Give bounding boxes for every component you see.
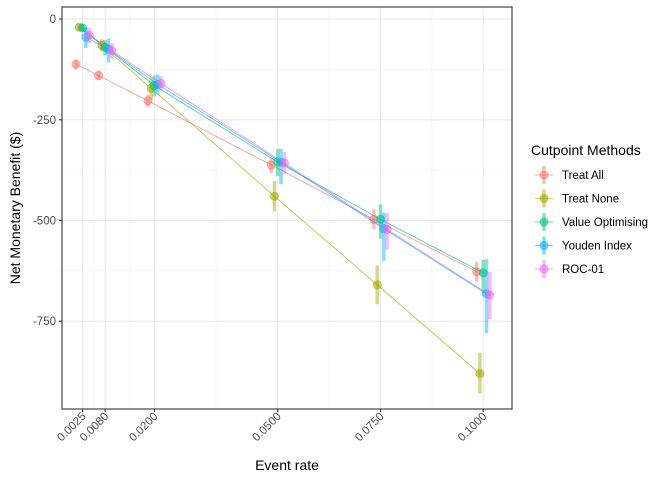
data-point	[78, 23, 88, 33]
legend-label: ROC-01	[562, 264, 604, 276]
data-point	[71, 59, 81, 69]
y-axis: 0 -250 -500 -750	[33, 14, 62, 328]
y-axis-title: Net Monetary Benefit ($)	[7, 132, 23, 285]
data-point	[372, 280, 382, 290]
legend-label: Value Optimising	[562, 217, 648, 229]
x-tick-label: 0.0500	[251, 411, 284, 444]
data-point	[478, 268, 488, 278]
data-point	[94, 70, 104, 80]
series-line	[82, 27, 484, 274]
data-point	[156, 79, 166, 89]
plot-panel	[62, 7, 512, 409]
legend: Cutpoint Methods Treat All Treat None Valu…	[531, 142, 648, 278]
legend-label: Treat None	[562, 194, 619, 206]
series-layer	[71, 22, 495, 394]
data-point	[84, 30, 94, 40]
y-tick-label: -250	[33, 115, 56, 127]
series-line	[88, 34, 491, 296]
data-point	[375, 214, 385, 224]
data-point	[279, 158, 289, 168]
data-point	[107, 46, 117, 56]
y-tick-label: 0	[50, 14, 56, 26]
data-point	[382, 224, 392, 234]
legend-key-point	[539, 264, 549, 274]
series-roc-01	[84, 27, 495, 320]
y-tick-label: -750	[33, 316, 56, 328]
legend-label: Treat All	[562, 170, 604, 182]
legend-item: ROC-01	[535, 260, 604, 278]
data-point	[485, 290, 495, 300]
plot-border	[61, 6, 513, 410]
legend-item: Treat All	[535, 166, 604, 184]
x-axis-title: Event rate	[255, 457, 319, 473]
data-point	[475, 369, 485, 379]
legend-key-point	[539, 170, 549, 180]
y-tick-label: -500	[33, 215, 56, 227]
legend-key-point	[539, 217, 549, 227]
legend-label: Youden Index	[562, 241, 632, 253]
series-line	[79, 26, 481, 374]
x-tick-label: 0.0200	[127, 411, 160, 444]
x-tick-label: 0.0750	[353, 411, 386, 444]
legend-item: Value Optimising	[535, 213, 648, 231]
x-tick-label: 0.1000	[456, 411, 489, 444]
data-point	[143, 96, 153, 106]
legend-key-point	[539, 241, 549, 251]
legend-item: Youden Index	[535, 236, 632, 255]
legend-title: Cutpoint Methods	[531, 142, 641, 158]
data-point	[269, 191, 279, 201]
legend-item: Treat None	[535, 189, 619, 208]
legend-key-point	[539, 194, 549, 204]
grid-lines	[62, 7, 512, 409]
